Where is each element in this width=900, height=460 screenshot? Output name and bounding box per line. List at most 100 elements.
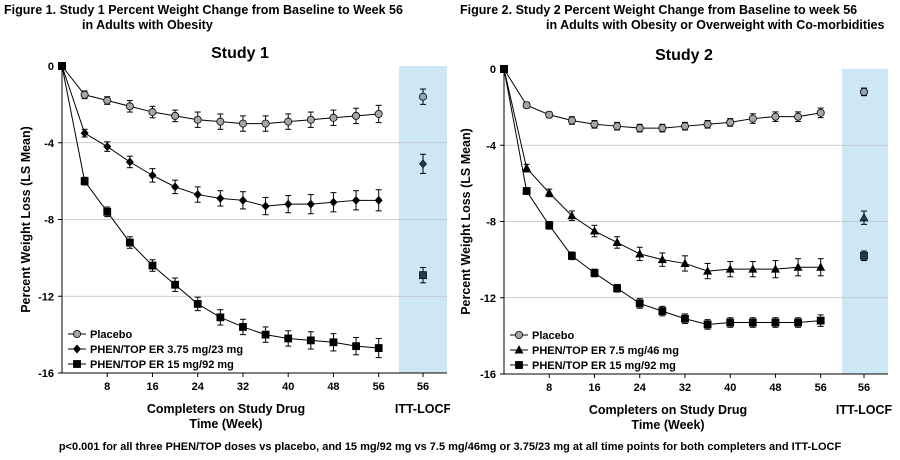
study2-series-phen-top-er-15-mg-92-mg-point: [658, 307, 667, 315]
study2-series-placebo-point: [726, 118, 735, 127]
study2-series-placebo: [500, 65, 868, 133]
figure-2-title-line2: in Adults with Obesity or Overweight wit…: [546, 18, 885, 32]
study1-series-phen-top-er-15-mg-92-mg-point: [58, 62, 66, 70]
study2-series-phen-top-er-7-5-mg-46-mg-point: [657, 254, 667, 264]
study1-series-phen-top-er-3-75-mg-23-mg-point: [306, 199, 315, 209]
study2-series-placebo-point: [635, 124, 644, 133]
study2-legend-label-phen-top-er-15-mg-92-mg: PHEN/TOP ER 15 mg/92 mg: [532, 360, 676, 372]
study2-legend-label-phen-top-er-7-5-mg-46-mg: PHEN/TOP ER 7.5 mg/46 mg: [532, 345, 679, 357]
study1-x-tick-label: 32: [237, 381, 249, 393]
study2-x-tick-label: 24: [634, 382, 647, 394]
study2-series-phen-top-er-7-5-mg-46-mg-point: [703, 266, 713, 275]
study2-x-tick-label: 48: [769, 382, 781, 394]
study2-series-phen-top-er-15-mg-92-mg-point: [748, 318, 757, 327]
study1-legend-marker-phen-top-er-15-mg-92-mg: [73, 360, 81, 368]
study1-series-placebo-point: [216, 117, 225, 126]
study2-y-tick-label: -4: [486, 140, 497, 152]
study1-x-axis-label-line1: Completers on Study Drug: [147, 402, 305, 416]
study2-series-phen-top-er-15-mg-92-mg-point: [567, 251, 576, 260]
study1-series-phen-top-er-15-mg-92-mg-itt-point: [419, 271, 427, 280]
study1-y-tick-label: 0: [48, 61, 54, 73]
study1-series-phen-top-er-3-75-mg-23-mg-point: [238, 195, 247, 205]
study2-series-phen-top-er-7-5-mg-46-mg-point: [567, 210, 577, 220]
study2-y-axis-label: Percent Weight Loss (LS Mean): [459, 128, 473, 315]
study1-series-phen-top-er-15-mg-92-mg-point: [352, 342, 360, 351]
study2-series-phen-top-er-15-mg-92-mg-point: [635, 299, 644, 308]
figure-2-label: Figure 2.: [460, 3, 513, 17]
study2-series-phen-top-er-7-5-mg-46-mg-point: [612, 237, 622, 246]
study1-series-placebo-point: [261, 119, 270, 128]
study2-series-phen-top-er-7-5-mg-46-mg-point: [816, 262, 826, 271]
study1-series-phen-top-er-3-75-mg-23-mg: [58, 62, 428, 216]
study1-series-phen-top-er-15-mg-92-mg-point: [306, 336, 315, 345]
study1-series-phen-top-er-3-75-mg-23-mg-point: [352, 195, 361, 205]
study1-x-tick-label: 56: [373, 381, 385, 393]
study1-series-placebo-point: [171, 111, 180, 120]
study1-series-phen-top-er-15-mg-92-mg-point: [148, 261, 157, 270]
study1-series-phen-top-er-15-mg-92-mg-point: [374, 344, 383, 352]
study1-legend-label-placebo: Placebo: [90, 329, 132, 341]
study1-series-phen-top-er-15-mg-92-mg-point: [103, 207, 112, 216]
study2-series-phen-top-er-7-5-mg-46-mg-line: [503, 68, 821, 272]
study2-series-placebo-point: [522, 101, 531, 110]
study1-series-placebo-point: [284, 117, 293, 126]
study1-series-placebo-point: [374, 109, 383, 118]
study2-series-phen-top-er-7-5-mg-46-mg-point: [725, 264, 735, 273]
study1-series-phen-top-er-3-75-mg-23-mg-point: [80, 128, 89, 138]
study2-y-tick-label: -8: [486, 217, 496, 229]
study1-y-tick-label: -16: [38, 368, 54, 380]
study1-legend-label-phen-top-er-15-mg-92-mg: PHEN/TOP ER 15 mg/92 mg: [90, 359, 234, 371]
study1-series-phen-top-er-3-75-mg-23-mg-point: [261, 201, 270, 211]
study1-x-tick-label: 8: [104, 381, 110, 393]
study2-series-phen-top-er-7-5-mg-46-mg-point: [748, 264, 758, 273]
study1-chart-title: Study 1: [211, 45, 269, 62]
study2-series-phen-top-er-7-5-mg-46-mg: [500, 65, 869, 280]
study1-series-phen-top-er-15-mg-92-mg: [58, 62, 427, 359]
study1-series-phen-top-er-3-75-mg-23-mg-point: [125, 157, 134, 167]
study1-series-phen-top-er-3-75-mg-23-mg-point: [329, 197, 338, 207]
figure-1-title-line1: Study 1 Percent Weight Change from Basel…: [59, 3, 403, 17]
study2-series-placebo-point: [590, 120, 599, 129]
study2-y-tick-label: -16: [480, 369, 496, 381]
study2-itt-label: ITT-LOCF: [836, 403, 893, 417]
study2-series-placebo-point: [816, 108, 825, 117]
study2-series-phen-top-er-15-mg-92-mg-point: [681, 314, 689, 323]
study1-series-placebo-point: [103, 96, 112, 105]
study1-series-phen-top-er-3-75-mg-23-mg-point: [148, 170, 157, 180]
study1-y-tick-label: -8: [44, 215, 54, 227]
study1-series-placebo-point: [329, 113, 338, 122]
study2-series-placebo-point: [680, 122, 689, 131]
study2-series-placebo-point: [771, 112, 780, 121]
study2-series-phen-top-er-15-mg-92-mg-point: [816, 316, 825, 325]
study2-series-phen-top-er-7-5-mg-46-mg-point: [522, 163, 532, 172]
study2-legend-marker-placebo: [515, 330, 524, 339]
study1-series-placebo-point: [306, 115, 315, 124]
study1-legend-marker-phen-top-er-3-75-mg-23-mg: [72, 344, 82, 354]
study1-y-tick-label: -4: [44, 138, 55, 150]
study1-series-phen-top-er-15-mg-92-mg-point: [216, 313, 225, 322]
study2-legend-marker-phen-top-er-15-mg-92-mg: [515, 361, 523, 369]
study1-series-placebo-point: [193, 115, 202, 124]
study2-series-phen-top-er-15-mg-92-mg-point: [590, 269, 599, 277]
study2-y-tick-label: -12: [480, 293, 496, 305]
study2-series-phen-top-er-7-5-mg-46-mg-point: [589, 226, 599, 235]
study2-series-phen-top-er-7-5-mg-46-mg-point: [544, 188, 554, 197]
study1-series-placebo-point: [125, 102, 134, 111]
footnote: p<0.001 for all three PHEN/TOP doses vs …: [58, 441, 842, 453]
study1-legend-marker-placebo: [73, 329, 82, 338]
study1-series-phen-top-er-3-75-mg-23-mg-point: [103, 142, 112, 152]
study1-series-phen-top-er-15-mg-92-mg-point: [261, 330, 270, 339]
study-2-chart: 0 -4 -8 -12 -16 8 16 24 32 40 48 56 56 Study 2 Complet…: [459, 47, 893, 432]
study1-series-phen-top-er-3-75-mg-23-mg-line: [61, 65, 379, 207]
study1-series-placebo-point: [80, 90, 89, 99]
study2-series-phen-top-er-15-mg-92-mg-point: [726, 318, 735, 327]
study1-itt-tick-label: 56: [417, 381, 429, 393]
study1-x-tick-label: 24: [192, 381, 205, 393]
study2-legend-marker-phen-top-er-7-5-mg-46-mg: [514, 345, 524, 354]
study-1-chart: 0 -4 -8 -12 -16 8 16 24 32 40 48 56 56 Study 1 Complet…: [19, 45, 450, 431]
study2-chart-title: Study 2: [655, 47, 713, 64]
study2-series-placebo-point: [567, 116, 576, 125]
study1-y-tick-label: -12: [38, 291, 54, 303]
study1-series-placebo-itt-point: [418, 92, 427, 101]
study2-series-placebo-point: [703, 120, 712, 129]
